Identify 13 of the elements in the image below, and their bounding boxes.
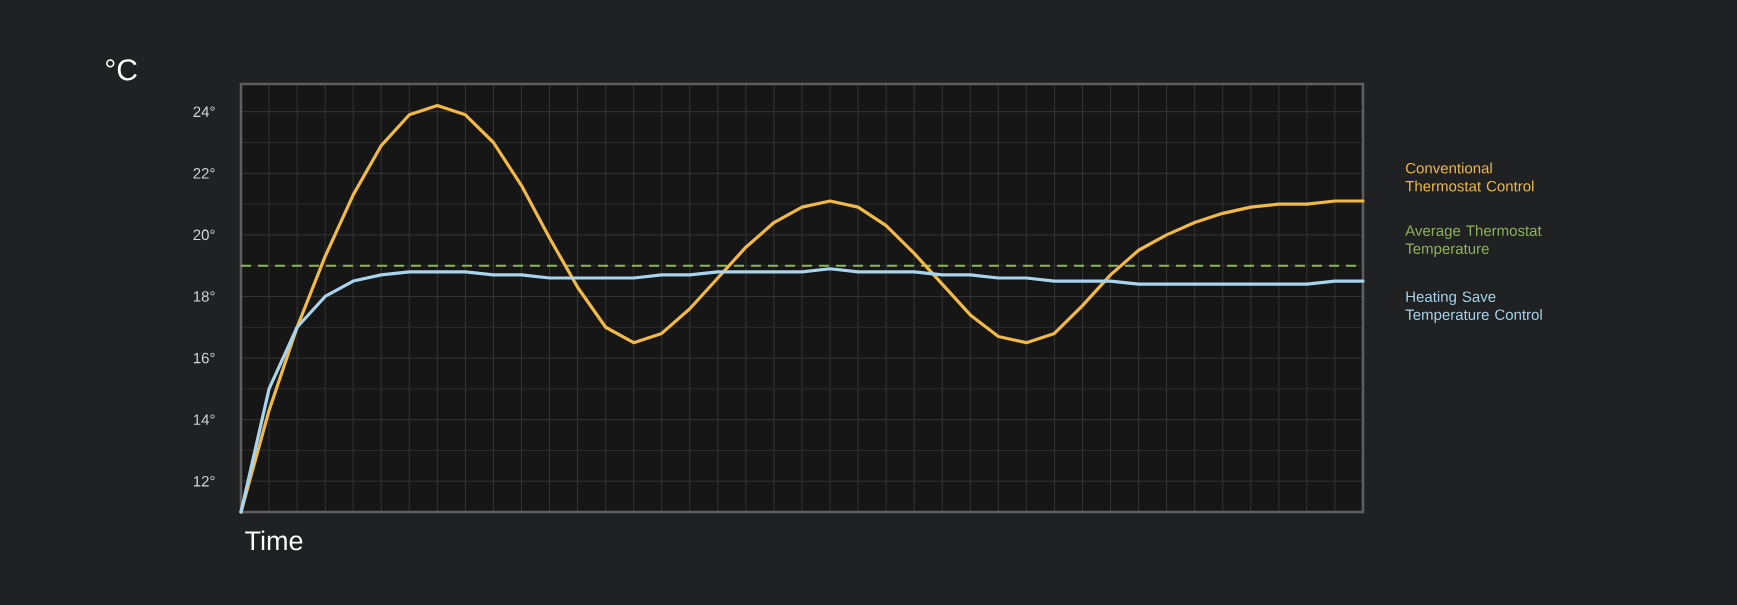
y-tick-label: 12° bbox=[193, 475, 215, 487]
y-tick-label: 22° bbox=[193, 168, 215, 179]
y-tick-label: 18° bbox=[193, 291, 215, 302]
y-axis-title: °C bbox=[106, 59, 137, 81]
x-axis-title: Time bbox=[245, 530, 303, 551]
text: Conventional Thermostat Control bbox=[1405, 162, 1534, 192]
line-series bbox=[239, 103, 1365, 514]
y-tick-label: 16° bbox=[193, 352, 215, 364]
y-tick-label: 20° bbox=[193, 229, 215, 241]
ref-line-label: Average Thermostat Temperature bbox=[1405, 225, 1542, 257]
text: Heating Save Temperature Control bbox=[1405, 291, 1542, 323]
y-tick-label: 24° bbox=[193, 106, 215, 117]
y-tick-label: 14° bbox=[193, 414, 215, 425]
